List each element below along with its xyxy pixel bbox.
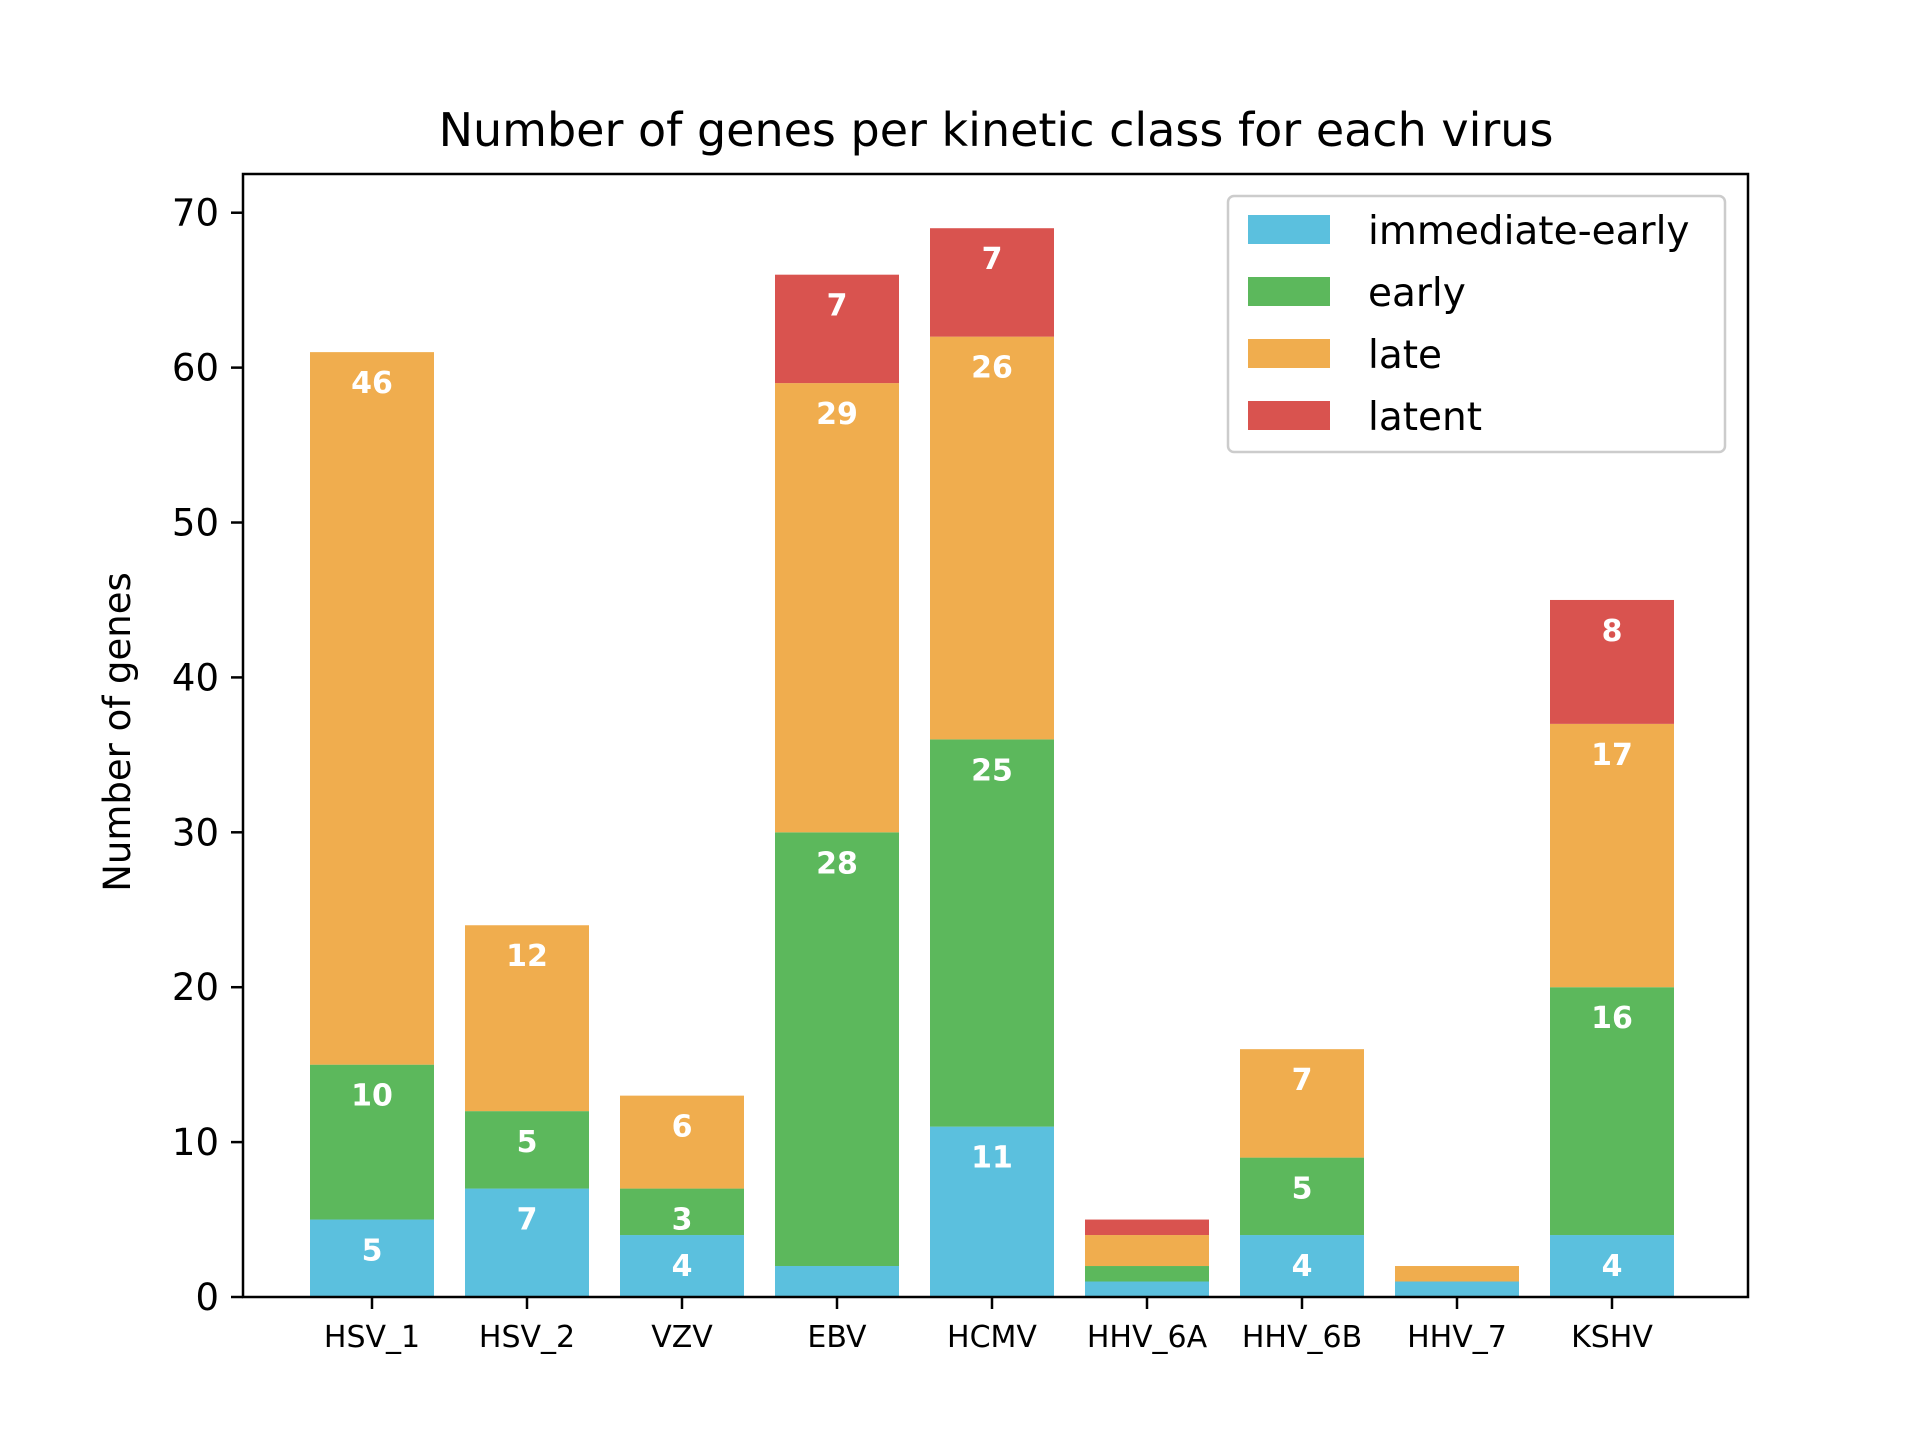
bar-segment-late-HHV_7	[1395, 1266, 1519, 1282]
data-label: 5	[362, 1234, 383, 1269]
bar-segment-early-HSV_2	[465, 1111, 589, 1189]
bars-group	[310, 228, 1674, 1297]
x-tick-label: EBV	[807, 1320, 867, 1355]
legend-label-latent: latent	[1368, 395, 1482, 440]
data-label: 17	[1591, 738, 1633, 773]
bar-segment-immediate-early-KSHV	[1550, 1235, 1674, 1297]
data-label: 4	[1292, 1249, 1313, 1284]
data-label: 5	[517, 1125, 538, 1160]
bar-segment-late-EBV	[775, 383, 899, 833]
data-label: 5	[1292, 1172, 1313, 1207]
data-label: 7	[517, 1203, 538, 1238]
x-tick-label: KSHV	[1571, 1320, 1653, 1355]
chart-title: Number of genes per kinetic class for ea…	[439, 103, 1554, 157]
legend-box	[1226, 194, 1727, 454]
bar-segment-late-HSV_1	[310, 352, 434, 1065]
x-tick-label: HHV_6B	[1242, 1320, 1362, 1355]
data-label: 16	[1591, 1001, 1633, 1036]
legend-label-late: late	[1368, 333, 1442, 378]
data-label: 26	[971, 351, 1013, 386]
bar-segment-late-VZV	[620, 1095, 744, 1189]
y-tick-label: 10	[172, 1121, 219, 1164]
data-label: 7	[982, 242, 1003, 277]
plot-frame	[241, 172, 1750, 1299]
bar-segment-latent-EBV	[775, 274, 899, 384]
legend-swatch-latent	[1248, 401, 1330, 430]
bar-segment-immediate-early-HHV_6A	[1085, 1281, 1209, 1297]
x-tick-label: HHV_6A	[1087, 1320, 1208, 1355]
y-tick-label: 0	[195, 1276, 219, 1319]
y-axis-label: Number of genes	[96, 572, 139, 892]
x-axis: HSV_1 HSV_2 VZV EBV HCMV HHV_6A HHV_6B HHV_7 KSH…	[324, 1297, 1653, 1355]
data-label: 7	[827, 289, 848, 324]
bar-segment-immediate-early-HSV_1	[310, 1219, 434, 1297]
x-tick-label: HCMV	[947, 1320, 1037, 1355]
bar-segment-early-VZV	[620, 1188, 744, 1236]
y-axis: 0 10 20 30 40 50 60 70	[172, 192, 243, 1319]
bar-segment-late-HHV_6B	[1240, 1049, 1364, 1158]
bar-segment-latent-HHV_6A	[1085, 1219, 1209, 1236]
data-label: 4	[1602, 1249, 1623, 1284]
data-label: 11	[971, 1141, 1013, 1176]
data-label: 46	[351, 366, 393, 401]
bar-segment-late-KSHV	[1550, 723, 1674, 988]
y-tick-label: 30	[172, 811, 219, 854]
legend-swatch-late	[1248, 339, 1330, 368]
bar-segment-immediate-early-HHV_6B	[1240, 1235, 1364, 1297]
legend-label-early: early	[1368, 271, 1466, 316]
bar-segment-latent-HCMV	[930, 228, 1054, 337]
segment-labels-group: 5 10 46 7 5 12 4 3 6 28 29 7 11 25 26 7 4 5 7 4 16 17 8	[351, 242, 1633, 1284]
bar-segment-late-HSV_2	[465, 925, 589, 1112]
data-label: 29	[816, 397, 858, 432]
bar-segment-immediate-early-HHV_7	[1395, 1281, 1519, 1297]
data-label: 28	[816, 846, 858, 881]
data-label: 8	[1602, 614, 1623, 649]
data-label: 25	[971, 753, 1013, 788]
bar-segment-early-EBV	[775, 832, 899, 1267]
bar-segment-immediate-early-HSV_2	[465, 1188, 589, 1297]
bar-segment-immediate-early-EBV	[775, 1266, 899, 1297]
bar-segment-early-HCMV	[930, 739, 1054, 1127]
legend: immediate-early early late latent	[1226, 194, 1727, 454]
x-tick-label: HSV_2	[479, 1320, 575, 1355]
y-tick-label: 40	[172, 656, 219, 699]
x-tick-label: HHV_7	[1407, 1320, 1507, 1355]
data-label: 12	[506, 939, 548, 974]
bar-segment-early-HHV_6B	[1240, 1157, 1364, 1236]
x-tick-label: HSV_1	[324, 1320, 420, 1355]
data-label: 4	[672, 1249, 693, 1284]
bar-segment-latent-KSHV	[1550, 599, 1674, 724]
legend-label-immediate-early: immediate-early	[1368, 209, 1690, 254]
data-label: 10	[351, 1079, 393, 1114]
legend-swatch-immediate-early	[1248, 215, 1330, 244]
bar-segment-early-HSV_1	[310, 1064, 434, 1220]
data-label: 6	[672, 1110, 693, 1145]
bar-segment-immediate-early-VZV	[620, 1235, 744, 1297]
bar-segment-early-HHV_6A	[1085, 1266, 1209, 1282]
bar-segment-immediate-early-HCMV	[930, 1126, 1054, 1297]
y-tick-label: 60	[172, 347, 219, 390]
data-label: 7	[1292, 1063, 1313, 1098]
bar-segment-early-KSHV	[1550, 987, 1674, 1236]
y-tick-label: 20	[172, 966, 219, 1009]
bar-segment-late-HCMV	[930, 336, 1054, 740]
y-tick-label: 70	[172, 192, 219, 235]
bar-segment-late-HHV_6A	[1085, 1235, 1209, 1267]
legend-swatch-early	[1248, 277, 1330, 306]
x-tick-label: VZV	[651, 1320, 713, 1355]
y-tick-label: 50	[172, 502, 219, 545]
data-label: 3	[672, 1203, 693, 1238]
